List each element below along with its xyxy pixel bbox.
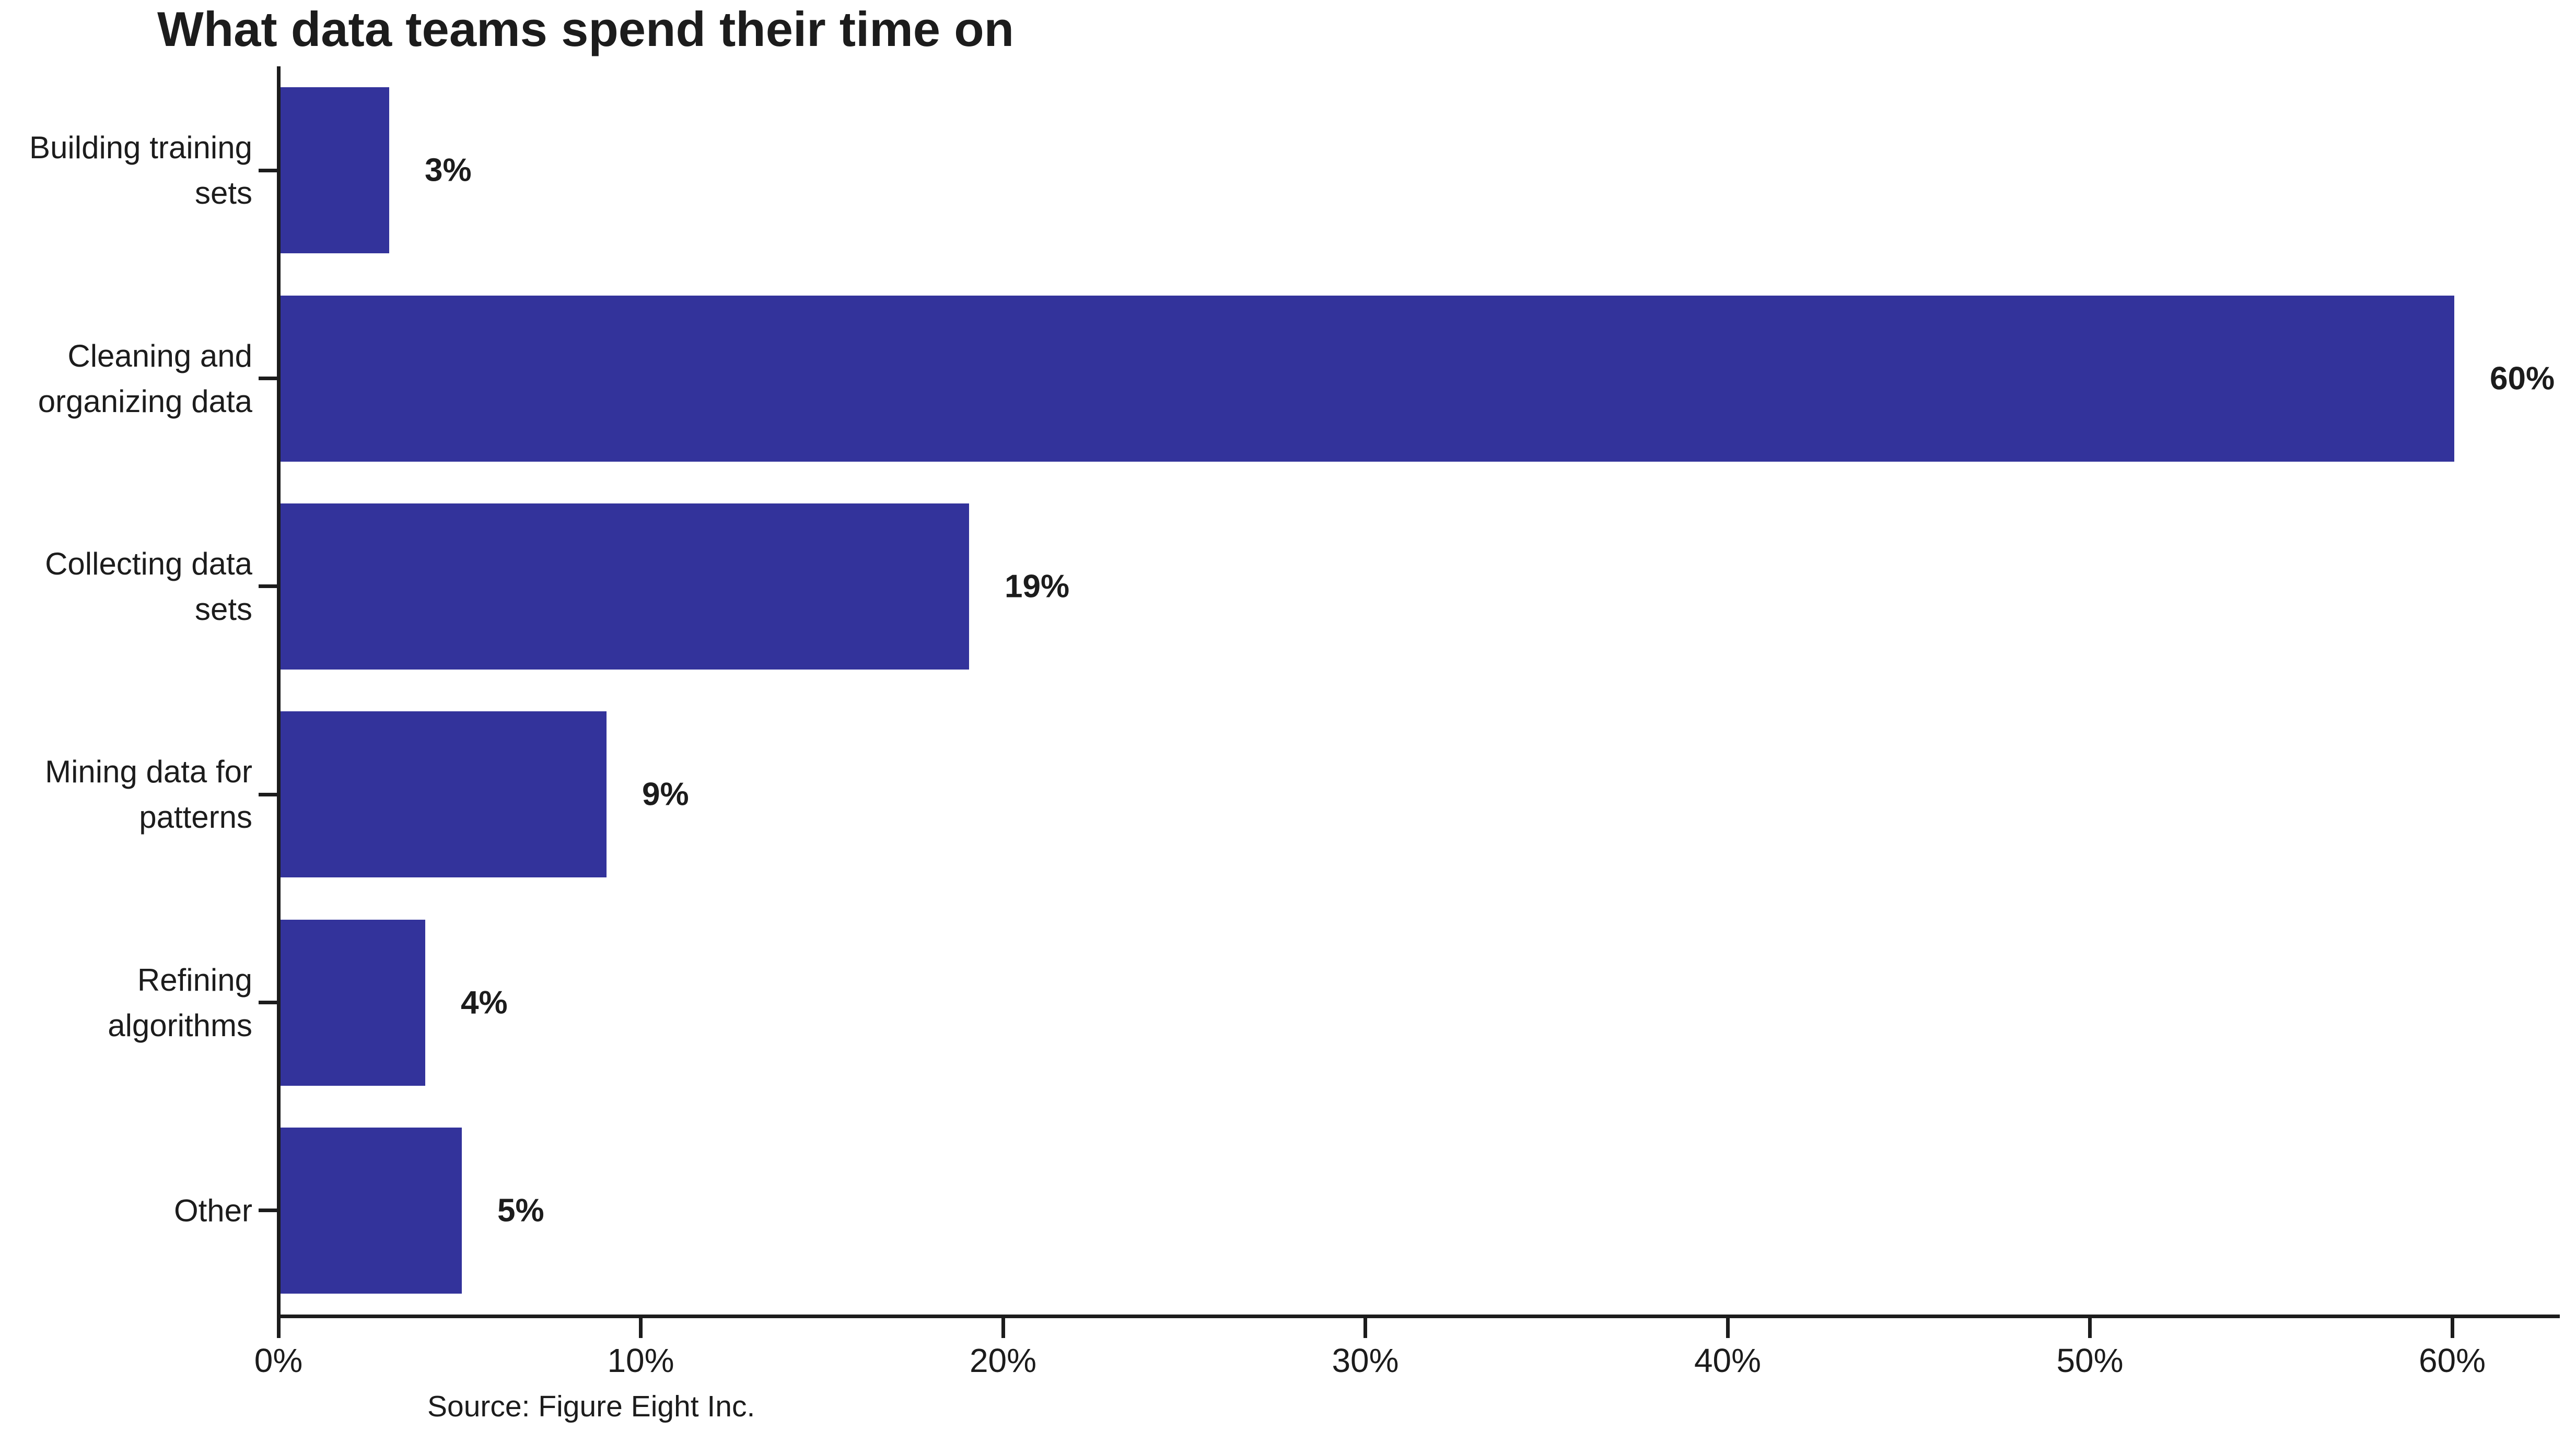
x-tick [1726, 1318, 1730, 1338]
category-label: Building training sets [29, 130, 252, 211]
x-tick-label: 0% [254, 1342, 303, 1379]
x-tick [1363, 1318, 1367, 1338]
x-tick [639, 1318, 643, 1338]
x-tick [276, 1318, 281, 1338]
x-axis-line [277, 1315, 2560, 1318]
y-tick [259, 792, 278, 796]
chart-title: What data teams spend their time on [157, 2, 1015, 56]
bar-value-label: 9% [642, 776, 689, 813]
bar [281, 295, 2454, 462]
y-tick [259, 1209, 278, 1213]
bar-value-label: 5% [497, 1192, 544, 1229]
x-tick-label: 40% [1694, 1342, 1762, 1379]
x-tick-label: 50% [2056, 1342, 2124, 1379]
x-tick [2088, 1318, 2092, 1338]
category-label: Collecting data sets [45, 546, 252, 627]
bar-value-label: 60% [2490, 360, 2555, 396]
bar [281, 1127, 462, 1294]
y-tick [259, 168, 278, 172]
bar [281, 919, 425, 1086]
x-tick-label: 20% [969, 1342, 1037, 1379]
x-tick-label: 10% [607, 1342, 674, 1379]
y-tick [259, 584, 278, 589]
y-tick [259, 377, 278, 380]
x-tick [2450, 1318, 2454, 1338]
bar-value-label: 19% [1005, 568, 1070, 605]
source-note: Source: Figure Eight Inc. [427, 1390, 755, 1423]
y-tick [259, 1001, 278, 1004]
y-axis-line [277, 66, 281, 1318]
bar [281, 87, 389, 254]
bar [281, 711, 607, 878]
x-tick [1001, 1318, 1005, 1338]
bar [281, 503, 969, 670]
bar-value-label: 4% [461, 984, 508, 1020]
x-tick-label: 60% [2418, 1342, 2486, 1379]
x-tick-label: 30% [1332, 1342, 1399, 1379]
category-label: Mining data for patterns [45, 754, 252, 835]
category-label: Refining algorithms [108, 962, 252, 1043]
category-label: Cleaning and organizing data [38, 338, 252, 419]
category-label: Other [173, 1193, 252, 1228]
bar-value-label: 3% [425, 152, 472, 189]
